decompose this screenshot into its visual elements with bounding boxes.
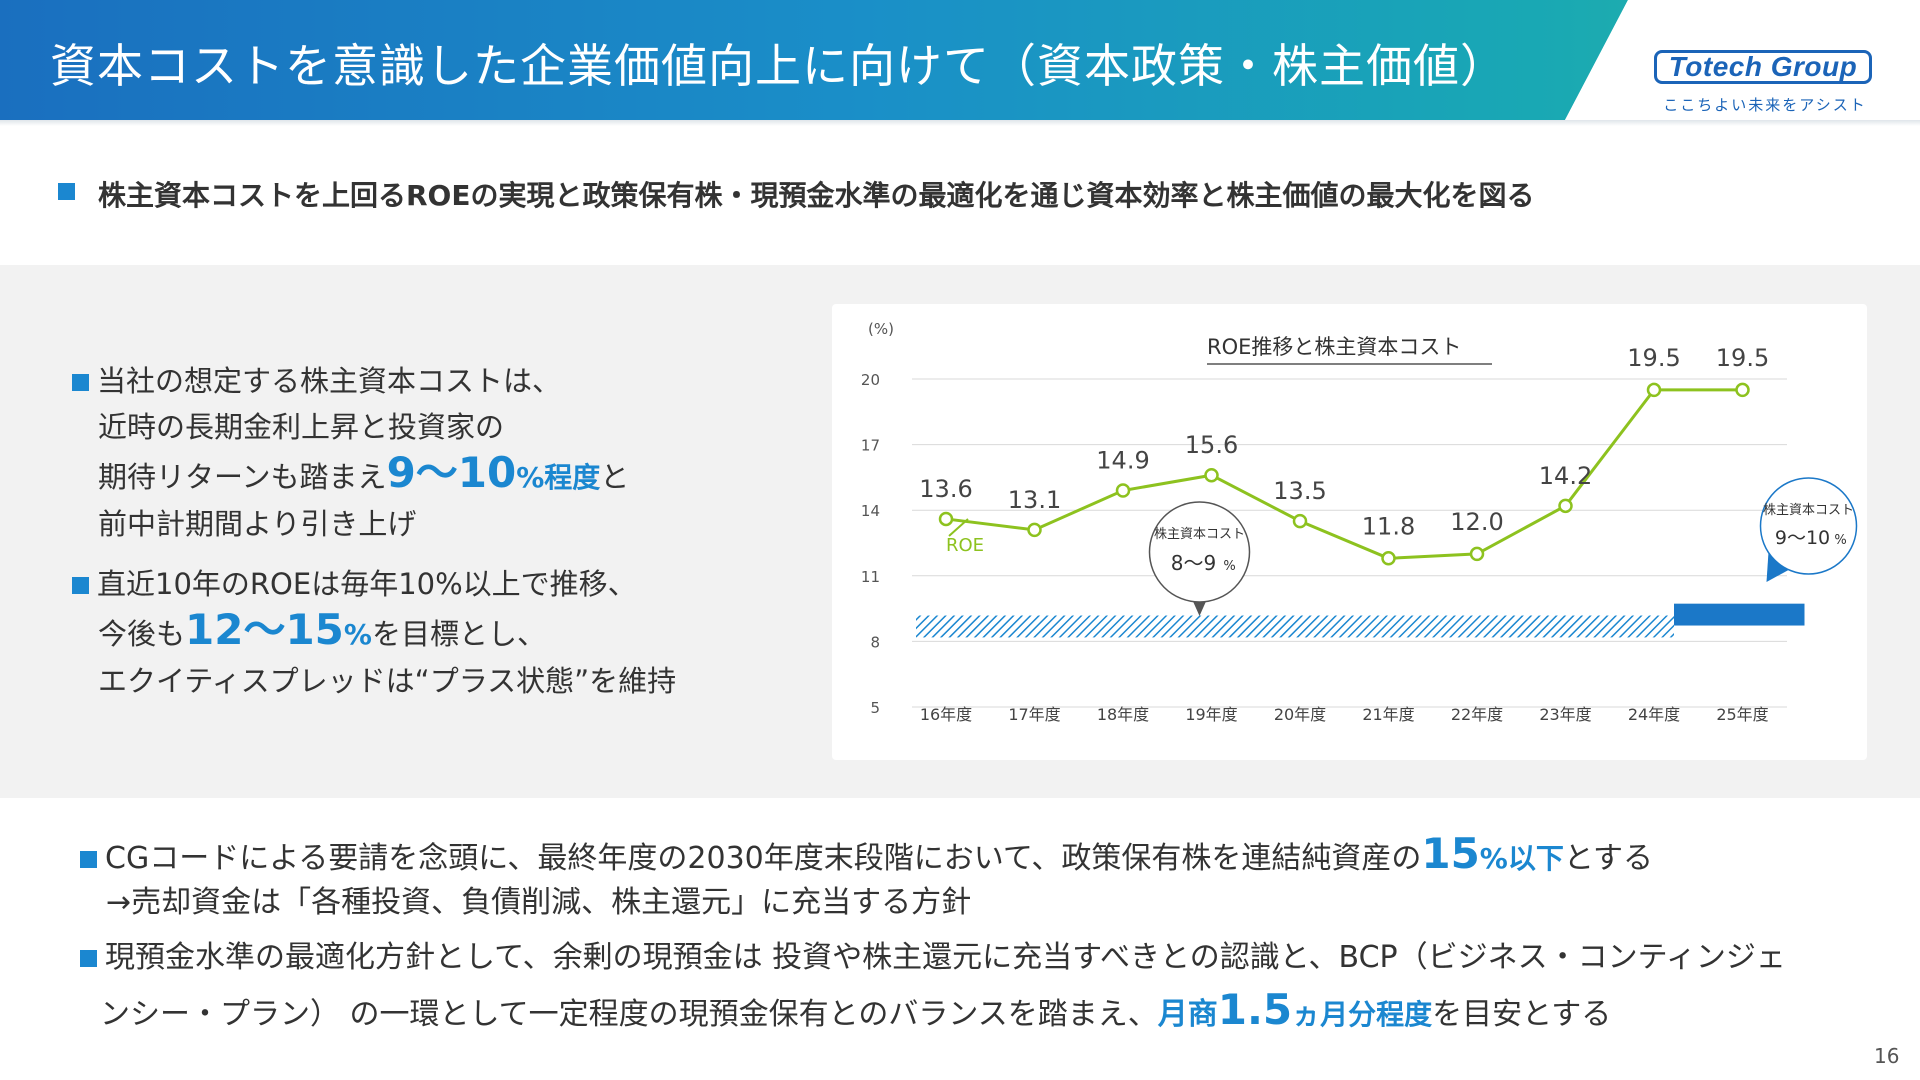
x-tick-label: 22年度	[1451, 705, 1503, 724]
chart-y-unit: (%)	[868, 320, 894, 338]
page-title: 資本コストを意識した企業価値向上に向けて（資本政策・株主価値）	[50, 30, 1507, 96]
point-line: ンシー・プラン） の一環として一定程度の現預金保有とのバランスを踏まえ、	[100, 997, 1158, 1032]
x-tick-label: 19年度	[1185, 705, 1237, 724]
highlight-number: 15	[1421, 829, 1479, 878]
y-tick-label: 17	[861, 437, 880, 455]
roe-point	[1560, 500, 1572, 512]
x-tick-label: 25年度	[1716, 705, 1768, 724]
data-label: 15.6	[1185, 431, 1238, 459]
point-line: 今後も	[98, 617, 185, 651]
callout-title: 株主資本コスト	[1763, 503, 1854, 518]
y-tick-label: 14	[861, 502, 880, 520]
left-point-roe-target: 直近10年のROEは毎年10%以上で推移、 今後も12～15%を目標とし、 エク…	[72, 561, 676, 704]
data-label: 19.5	[1716, 344, 1769, 372]
data-label: 13.1	[1008, 486, 1061, 514]
highlight-number: 9～10	[387, 448, 517, 497]
data-label: 14.9	[1096, 447, 1149, 475]
header-shadow	[0, 120, 1920, 126]
bullet-square-icon	[72, 374, 89, 391]
roe-point	[940, 513, 952, 525]
x-tick-label: 18年度	[1097, 705, 1149, 724]
roe-point	[1383, 552, 1395, 564]
highlight-number: 12～15	[185, 605, 344, 654]
roe-chart-card: 5 8 11 14 17 20 16年度 17年度 18年度 19年度 20年度 21年度 22年度 23…	[832, 304, 1867, 760]
point-line: 前中計期間より引き上げ	[72, 501, 629, 547]
highlight-unit: ヵ月分程度	[1292, 998, 1432, 1031]
point-line: と	[600, 460, 629, 494]
callout-value: 8～9	[1171, 551, 1216, 575]
point-line: を目安とする	[1432, 997, 1611, 1032]
point-line: →売却資金は「各種投資、負債削減、株主還元」に充当する方針	[80, 881, 1653, 925]
roe-point	[1206, 469, 1218, 481]
point-line: 現預金水準の最適化方針として、余剰の現預金は 投資や株主還元に充当すべきとの認識…	[105, 940, 1786, 975]
data-label: 13.5	[1273, 477, 1326, 505]
callout-unit: %	[1223, 559, 1235, 574]
point-line: とする	[1564, 841, 1653, 876]
logo-tagline: ここちよい未来をアシスト	[1660, 94, 1870, 115]
roe-line	[946, 390, 1743, 558]
data-label: 14.2	[1539, 462, 1592, 490]
callout-unit: %	[1834, 533, 1846, 548]
data-label: 11.8	[1362, 512, 1415, 540]
highlight-text: 月商	[1158, 997, 1218, 1032]
point-line: 当社の想定する株主資本コストは、	[97, 364, 561, 398]
data-label: 19.5	[1627, 344, 1680, 372]
y-tick-label: 11	[861, 568, 880, 586]
y-tick-label: 8	[870, 633, 880, 651]
bullet-square-icon	[80, 950, 97, 967]
highlight-unit: %	[344, 618, 372, 651]
y-tick-label: 20	[861, 371, 880, 389]
data-label: 12.0	[1450, 508, 1503, 536]
x-tick-label: 21年度	[1362, 705, 1414, 724]
point-line: 直近10年のROEは毎年10%以上で推移、	[97, 567, 637, 601]
company-logo: Totech Group	[1654, 50, 1872, 84]
cost-band-hatched	[916, 616, 1674, 638]
lead-bullet-icon	[58, 183, 75, 200]
callout-title: 株主資本コスト	[1154, 527, 1245, 542]
callout-value: 9～10	[1775, 527, 1830, 549]
bottom-point-cash-level: 現預金水準の最適化方針として、余剰の現預金は 投資や株主還元に充当すべきとの認識…	[80, 932, 1786, 1041]
x-tick-label: 16年度	[920, 705, 972, 724]
x-tick-label: 24年度	[1628, 705, 1680, 724]
point-line: CGコードによる要請を念頭に、最終年度の2030年度末段階において、政策保有株を…	[105, 841, 1421, 876]
lead-statement: 株主資本コストを上回るROEの実現と政策保有株・現預金水準の最適化を通じ資本効率…	[98, 174, 1535, 214]
header: 資本コストを意識した企業価値向上に向けて（資本政策・株主価値） Totech G…	[0, 0, 1920, 126]
roe-point	[1117, 485, 1129, 497]
point-line: 期待リターンも踏まえ	[98, 460, 387, 494]
cost-callout-circle	[1761, 478, 1857, 574]
x-tick-label: 23年度	[1539, 705, 1591, 724]
point-line: エクイティスプレッドは“プラス状態”を維持	[72, 658, 676, 704]
highlight-unit: %以下	[1480, 842, 1564, 875]
x-tick-label: 17年度	[1008, 705, 1060, 724]
bullet-square-icon	[72, 577, 89, 594]
y-tick-label: 5	[870, 699, 880, 717]
highlight-number: 1.5	[1218, 985, 1292, 1034]
page-number: 16	[1874, 1044, 1899, 1068]
left-point-cost-of-equity: 当社の想定する株主資本コストは、 近時の長期金利上昇と投資家の 期待リターンも踏…	[72, 358, 629, 547]
bottom-point-cross-shareholdings: CGコードによる要請を念頭に、最終年度の2030年度末段階において、政策保有株を…	[80, 832, 1653, 925]
highlight-unit: %程度	[516, 461, 600, 494]
bullet-square-icon	[80, 851, 97, 868]
cost-band-solid	[1674, 604, 1805, 626]
roe-series-label: ROE	[946, 535, 984, 556]
x-tick-label: 20年度	[1274, 705, 1326, 724]
roe-chart: 5 8 11 14 17 20 16年度 17年度 18年度 19年度 20年度 21年度 22年度 23…	[832, 304, 1867, 760]
roe-point	[1648, 384, 1660, 396]
point-line: 近時の長期金利上昇と投資家の	[72, 404, 629, 450]
chart-title: ROE推移と株主資本コスト	[1207, 335, 1461, 359]
roe-point	[1029, 524, 1041, 536]
point-line: を目標とし、	[372, 617, 546, 651]
roe-point	[1294, 515, 1306, 527]
roe-point	[1471, 548, 1483, 560]
roe-point	[1737, 384, 1749, 396]
data-label: 13.6	[919, 475, 972, 503]
